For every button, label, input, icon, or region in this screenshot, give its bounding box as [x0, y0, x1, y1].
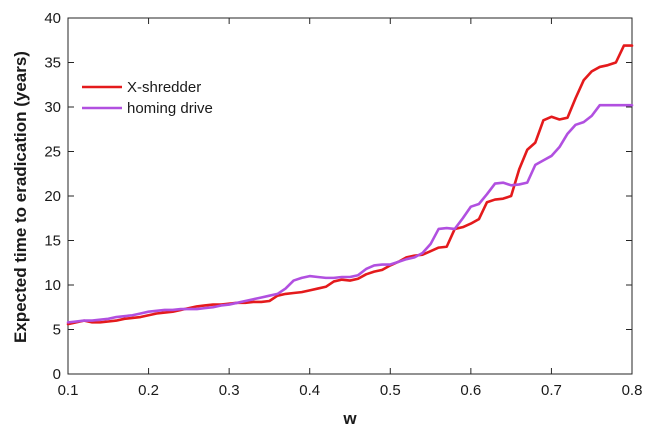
- y-axis-label: Expected time to eradication (years): [11, 51, 30, 343]
- y-tick-label: 0: [53, 366, 61, 383]
- x-tick-label: 0.7: [541, 382, 562, 399]
- x-tick-label: 0.1: [58, 382, 79, 399]
- y-tick-label: 30: [44, 99, 61, 116]
- series-line-homing-drive: [66, 103, 634, 324]
- x-tick-label: 0.5: [380, 382, 401, 399]
- y-tick-label: 20: [44, 188, 61, 205]
- y-tick-label: 25: [44, 144, 61, 161]
- legend-label-homing-drive: homing drive: [127, 100, 213, 117]
- legend: X-shredder homing drive: [82, 79, 213, 117]
- y-tick-label: 15: [44, 233, 61, 250]
- x-tick-label: 0.4: [299, 382, 320, 399]
- series-line-x-shredder: [66, 44, 634, 326]
- y-tick-label: 5: [53, 322, 61, 339]
- plot-area: [66, 44, 634, 326]
- x-axis-label: w: [342, 409, 357, 428]
- y-tick-label: 10: [44, 277, 61, 294]
- x-tick-label: 0.2: [138, 382, 159, 399]
- y-tick-label: 40: [44, 10, 61, 27]
- y-tick-label: 35: [44, 55, 61, 72]
- axes: 0.1 0.2 0.3 0.4 0.5 0.6 0.7 0.8 0 5 10 15 20 25 30 35 40: [44, 10, 642, 399]
- legend-label-x-shredder: X-shredder: [127, 79, 201, 96]
- x-tick-label: 0.6: [460, 382, 481, 399]
- plot-frame: [67, 17, 633, 375]
- x-tick-label: 0.3: [219, 382, 240, 399]
- x-tick-label: 0.8: [622, 382, 643, 399]
